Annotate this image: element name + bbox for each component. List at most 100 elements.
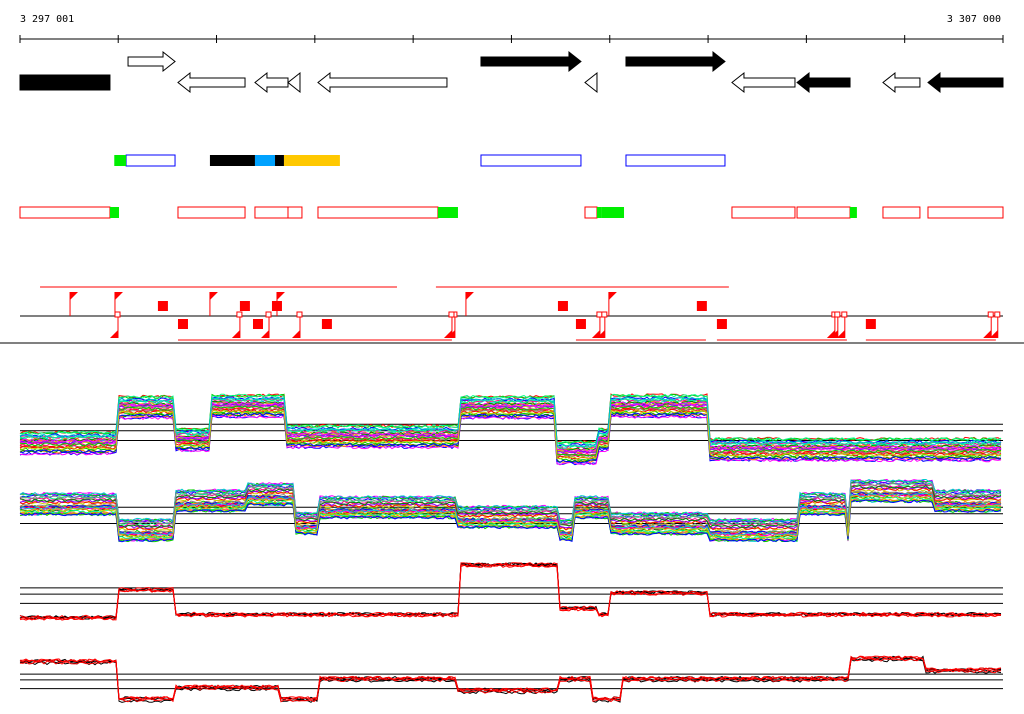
breakpoint-handle [834, 311, 841, 318]
expression-profile [19, 562, 1002, 620]
segment-S1233 [114, 155, 127, 166]
expression-profile [19, 481, 1002, 525]
gene-arrow-pepA [19, 74, 111, 91]
expression-profile [19, 482, 1002, 526]
upshift-flag [70, 292, 79, 300]
expression-profile [19, 414, 1002, 466]
axis-end-label: 3 307 000 [947, 14, 1001, 25]
coordinate-axis [19, 35, 1004, 43]
breakpoint-flag [836, 330, 845, 338]
gene-arrow-yuiC [177, 71, 246, 94]
expression-profile [19, 393, 1002, 445]
expression-profile [19, 563, 1002, 621]
gene-arrow-yuzG [584, 71, 598, 94]
track-box-yutM [882, 206, 921, 219]
downshift-box [696, 301, 707, 311]
track-box-yuiA [287, 206, 303, 219]
segment-S1240 [596, 207, 602, 218]
expression-profile [19, 492, 1002, 536]
segment-S1235 [254, 155, 276, 166]
track-box-pepA [19, 206, 111, 219]
breakpoint-handle [296, 311, 303, 318]
downshift-box [716, 319, 727, 329]
expression-profile [19, 658, 1002, 703]
breakpoint-flag [983, 330, 992, 338]
gene-arrow-paiB [731, 71, 796, 94]
expression-profile [19, 401, 1002, 453]
segment-S1241 [601, 207, 625, 218]
upshift-flag [608, 292, 617, 300]
breakpoint-flag [596, 330, 605, 338]
expression-profile [20, 655, 1002, 701]
breakpoint-track [0, 286, 1024, 344]
track-box-yuiB [254, 206, 289, 219]
track-box-yumB [317, 206, 439, 219]
upshift-flag [276, 292, 285, 300]
gene-arrow-yumC [480, 50, 582, 73]
downshift-box [177, 319, 188, 329]
expression-profile [19, 497, 1002, 541]
downshift-box [239, 301, 250, 311]
breakpoint-handle [994, 311, 1001, 318]
expression-profile [19, 405, 1002, 457]
breakpoint-flag [291, 330, 300, 338]
breakpoint-handle [114, 311, 121, 318]
expression-profile [19, 487, 1002, 531]
expression-profile [19, 409, 1002, 461]
track-box-paiA [796, 206, 851, 219]
segment-S1242 [849, 207, 857, 218]
segment-S1236 [275, 155, 284, 166]
track-box-dapF [927, 206, 1004, 219]
downshift-box [252, 319, 263, 329]
breakpoint-handle [236, 311, 243, 318]
breakpoint-handle [596, 311, 603, 318]
track-box-yuiD [125, 154, 176, 167]
expression-profile [19, 499, 1002, 543]
track-box-guaC [625, 154, 726, 167]
breakpoint-handle [448, 311, 455, 318]
segment-S1238 [437, 207, 458, 218]
gene-arrow-paiA [796, 71, 851, 94]
track-box-yuzG [584, 206, 598, 219]
gene-arrow-dapF [927, 71, 1004, 94]
breakpoint-flag [989, 330, 998, 338]
gene-arrow-yuiA [287, 71, 301, 94]
gene-arrow-yuiD [127, 50, 176, 73]
expression-profile [19, 396, 1002, 447]
breakpoint-handle [601, 311, 608, 318]
gene-track [19, 50, 1004, 94]
upshift-flag [465, 292, 474, 300]
track-box-paiB [731, 206, 796, 219]
gene-arrow-yumB [317, 71, 448, 94]
gene-arrow-yuiB [254, 71, 289, 94]
breakpoint-flag [591, 330, 600, 338]
breakpoint-handle [841, 311, 848, 318]
expression-profile [19, 412, 1001, 464]
gene-arrow-guaC [625, 50, 726, 73]
downshift-box [271, 301, 282, 311]
track-box-yuiC [177, 206, 246, 219]
expression-profile [19, 563, 1002, 621]
downshift-box [575, 319, 586, 329]
forward-segment-track [114, 154, 726, 167]
segment-S1237 [283, 155, 340, 166]
reverse-segment-track [19, 206, 1004, 219]
breakpoint-flag [443, 330, 452, 338]
downshift-box [557, 301, 568, 311]
expression-profile [19, 494, 1002, 538]
downshift-box [865, 319, 876, 329]
gene-arrow-yutM [882, 71, 921, 94]
breakpoint-flag [829, 330, 838, 338]
expression-profile [19, 658, 1002, 703]
expression-profile [19, 485, 1002, 529]
breakpoint-flag [110, 330, 119, 338]
expression-profile [19, 479, 1002, 523]
expression-profile [19, 402, 1002, 454]
axis-start-label: 3 297 001 [20, 14, 74, 25]
track-box-yumC [480, 154, 582, 167]
upshift-flag [209, 292, 218, 300]
upshift-flag [114, 292, 123, 300]
expression-profile [19, 393, 1002, 445]
breakpoint-flag [231, 330, 240, 338]
